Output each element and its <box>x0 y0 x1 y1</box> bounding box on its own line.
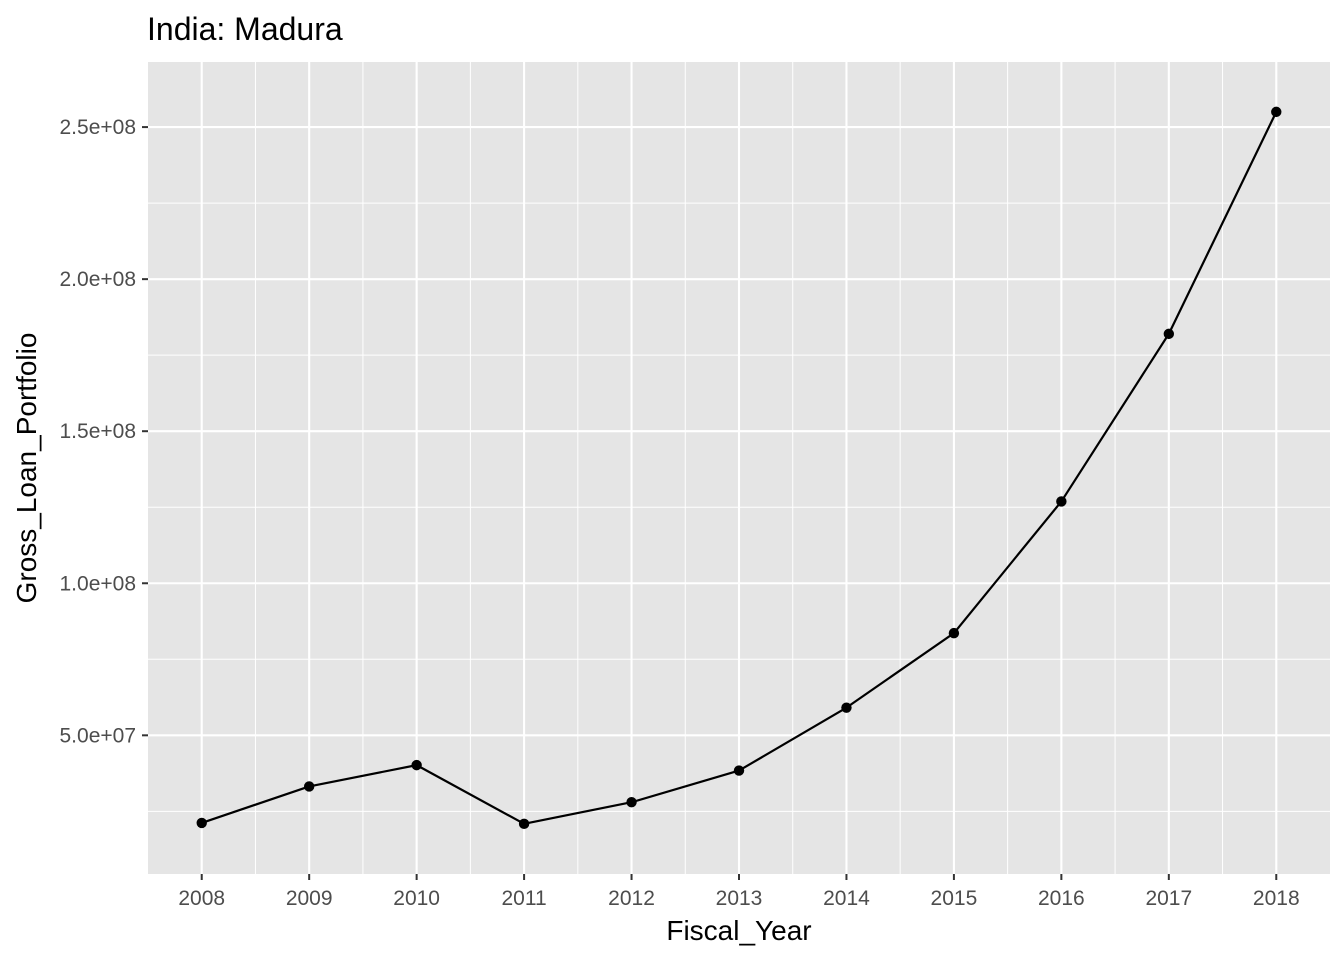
data-point <box>948 627 960 639</box>
x-tick-label: 2015 <box>931 887 978 910</box>
y-tick-label: 1.5e+08 <box>60 420 137 443</box>
data-point <box>626 797 637 808</box>
x-axis-title: Fiscal_Year <box>666 915 811 946</box>
data-point <box>303 781 315 792</box>
x-tick-label: 2017 <box>1145 887 1192 910</box>
data-point <box>1163 328 1175 340</box>
series-gross-loan-portfolio <box>196 106 1282 830</box>
y-axis-tick-labels: 5.0e+07 1.0e+08 1.5e+08 2.0e+08 2.5e+08 <box>60 116 137 747</box>
x-tick-label: 2009 <box>286 887 333 910</box>
x-tick-label: 2013 <box>716 887 763 910</box>
data-point <box>518 818 530 830</box>
y-tick-label: 1.0e+08 <box>60 572 137 595</box>
x-tick-label: 2016 <box>1038 887 1085 910</box>
y-tick-label: 2.0e+08 <box>60 268 137 291</box>
data-point <box>196 817 207 829</box>
x-tick-label: 2011 <box>502 887 547 910</box>
data-point <box>1271 106 1282 118</box>
data-point <box>1056 496 1067 507</box>
y-tick-label: 2.5e+08 <box>60 116 137 139</box>
data-point <box>841 702 852 713</box>
data-point <box>733 765 745 776</box>
x-axis-tick-labels: 2008 2009 2010 2011 2012 2013 2014 2015 2016 2017… <box>178 887 1299 910</box>
x-tick-label: 2012 <box>608 887 655 910</box>
x-tick-label: 2008 <box>178 887 225 910</box>
chart-title: India: Madura <box>147 11 343 47</box>
y-tick-label: 5.0e+07 <box>60 724 137 747</box>
y-axis-title: Gross_Loan_Portfolio <box>11 333 42 604</box>
data-point <box>411 759 422 771</box>
x-tick-label: 2018 <box>1253 887 1300 910</box>
x-tick-label: 2014 <box>823 887 870 910</box>
axis-ticks <box>142 126 1278 880</box>
major-gridlines <box>148 62 1330 874</box>
x-tick-label: 2010 <box>393 887 440 910</box>
